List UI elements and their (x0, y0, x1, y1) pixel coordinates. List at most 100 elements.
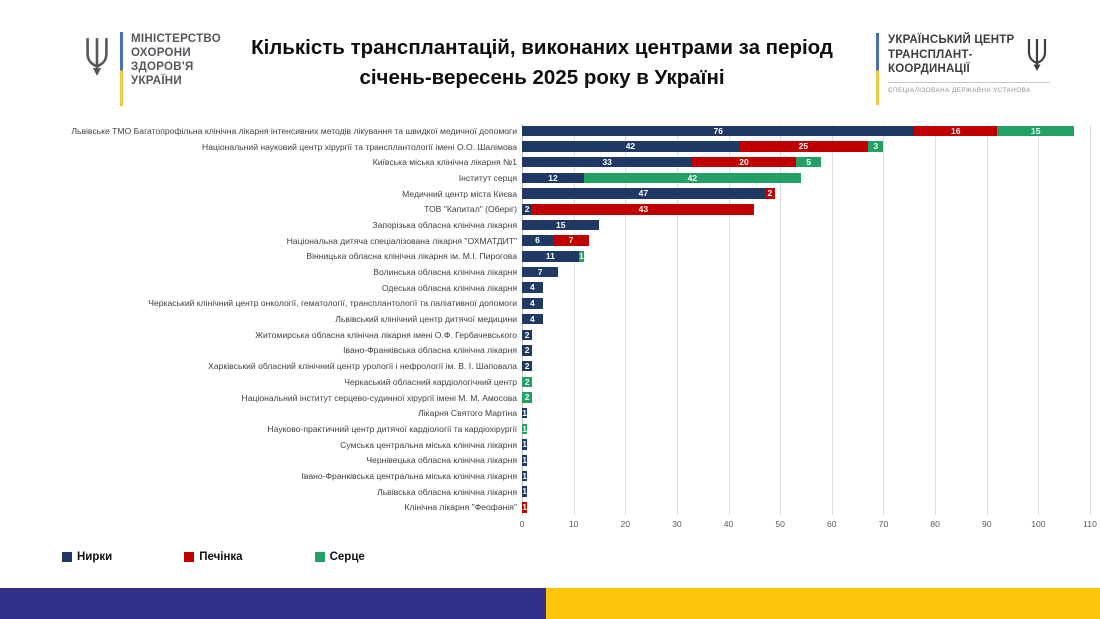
bar-stack: 1 (522, 455, 1090, 466)
category-label: Львівська обласна клінічна лікарня (377, 486, 517, 497)
bar-segment: 4 (522, 282, 543, 293)
category-label: Житомирська обласна клінічна лікарня іме… (255, 329, 517, 340)
page-title: Кількість трансплантацій, виконаних цент… (210, 33, 874, 93)
bar-segment: 15 (522, 219, 600, 231)
value-label: 2 (524, 204, 530, 215)
uctc-logo-text: УКРАЇНСЬКИЙ ЦЕНТР ТРАНСПЛАНТ- КООРДИНАЦІ… (888, 33, 1014, 77)
bar-stack: 1 (522, 486, 1090, 497)
trident-icon (1028, 38, 1047, 71)
category-label: Клінічна лікарня "Феофанія" (404, 502, 517, 513)
category-label: Львівський клінічний центр дитячої медиц… (335, 314, 517, 325)
tick-label: 60 (827, 519, 837, 530)
bar-row: Львівський клінічний центр дитячої медиц… (8, 311, 1092, 327)
moh-logo-text: МІНІСТЕРСТВО ОХОРОНИ ЗДОРОВ'Я УКРАЇНИ (131, 32, 221, 88)
bar-segment: 1 (522, 486, 528, 497)
legend: Нирки Печінка Серце (62, 551, 437, 563)
value-label: 11 (545, 251, 555, 262)
bar-segment: 15 (997, 125, 1075, 137)
bar-segment: 42 (522, 141, 739, 152)
value-label: 1 (522, 423, 527, 434)
value-label: 7 (568, 235, 574, 246)
bar-segment: 3 (867, 141, 884, 152)
category-label: Медичний центр міста Києва (402, 188, 517, 199)
gridline (728, 125, 730, 516)
bar-stack: 2 (522, 392, 1090, 403)
logo-divider (120, 32, 123, 106)
bar-row: ТОВ "Капитал" (Оберіг) 2 43 (8, 201, 1092, 217)
legend-swatch (314, 552, 325, 562)
bar-segment: 7 (522, 266, 559, 278)
value-label: 4 (529, 298, 535, 309)
value-label: 2 (524, 360, 530, 371)
title-line-2: січень-вересень 2025 року в Україні (359, 66, 725, 89)
bar-row: Харківський обласний клінічний центр уро… (8, 358, 1092, 374)
bar-segment: 76 (522, 125, 915, 137)
category-label: Івано-Франківська центральна міська клін… (301, 470, 517, 481)
bar-stack: 2 43 (522, 204, 1090, 215)
value-label: 43 (638, 204, 649, 215)
logo-divider (876, 33, 879, 105)
value-label: 5 (806, 156, 811, 167)
chart-rows: Львівське ТМО Багатопрофільна клінічна л… (8, 123, 1092, 515)
tick-label: 70 (878, 519, 889, 530)
bar-segment: 1 (522, 502, 528, 513)
footer-stripe-yellow (545, 588, 1100, 619)
bar-segment: 12 (522, 172, 584, 184)
category-label: ТОВ "Капитал" (Оберіг) (424, 204, 517, 215)
bar-segment: 43 (532, 204, 755, 215)
tick-label: 90 (981, 519, 992, 530)
bar-stack: 15 (522, 219, 1090, 231)
bar-stack: 1 (522, 470, 1090, 482)
legend-label: Печінка (199, 551, 243, 563)
bar-stack: 4 (522, 298, 1090, 309)
value-label: 6 (535, 235, 540, 246)
legend-label: Серце (329, 551, 365, 563)
value-label: 15 (1031, 125, 1041, 136)
value-label: 1 (522, 502, 527, 513)
legend-item: Нирки (62, 551, 112, 563)
bar-segment: 6 (522, 235, 553, 246)
bar-row: Київська міська клінічна лікарня №1 33 20 5 (8, 154, 1092, 170)
bar-row: Львівське ТМО Багатопрофільна клінічна л… (8, 123, 1092, 139)
bar-stack: 2 (522, 329, 1090, 341)
trident-icon (86, 38, 108, 76)
gridline (883, 125, 885, 516)
legend-item: Серце (314, 551, 365, 563)
value-label: 1 (522, 486, 527, 497)
category-label: Івано-Франківська обласна клінічна лікар… (343, 345, 517, 356)
tick-label: 110 (1083, 519, 1097, 530)
bar-row: Черкаський клінічний центр онкології, ге… (8, 296, 1092, 312)
value-label: 2 (524, 376, 530, 387)
value-label: 1 (522, 470, 527, 481)
value-label: 42 (687, 172, 698, 183)
uctc-line-1: УКРАЇНСЬКИЙ ЦЕНТР (888, 34, 1015, 46)
legend-item: Печінка (184, 551, 243, 563)
uctc-subtitle: СПЕЦІАЛІЗОВАНА ДЕРЖАВНА УСТАНОВА (888, 81, 1051, 94)
category-label: Національний науковий центр хірургії та … (202, 141, 517, 152)
bar-stack: 7 (522, 266, 1090, 278)
category-label: Інститут серця (458, 172, 517, 183)
value-label: 1 (522, 407, 527, 418)
uctc-line-2: ТРАНСПЛАНТ- (888, 48, 973, 61)
bar-row: Інститут серця 12 42 (8, 170, 1092, 186)
tick-label: 0 (519, 519, 525, 530)
category-label: Національний інститут серцево-судинної х… (241, 392, 517, 403)
bar-segment: 20 (692, 156, 796, 168)
value-label: 1 (579, 251, 584, 262)
gridlines (522, 125, 1091, 516)
bar-row: Сумська центральна міська клінічна лікар… (8, 437, 1092, 453)
bar-segment: 4 (522, 313, 543, 325)
bar-row: Івано-Франківська обласна клінічна лікар… (8, 343, 1092, 359)
value-label: 33 (602, 156, 612, 167)
bar-row: Львівська обласна клінічна лікарня 1 (8, 484, 1092, 500)
uctc-line-3: КООРДИНАЦІЇ (888, 63, 970, 75)
value-label: 20 (739, 156, 749, 167)
category-label: Харківський обласний клінічний центр уро… (208, 361, 517, 372)
tick-label: 40 (723, 519, 734, 530)
bar-stack: 76 16 15 (522, 125, 1090, 137)
legend-swatch (184, 552, 195, 562)
bar-stack: 4 (522, 313, 1090, 325)
bar-row: Медичний центр міста Києва 47 2 (8, 186, 1092, 202)
